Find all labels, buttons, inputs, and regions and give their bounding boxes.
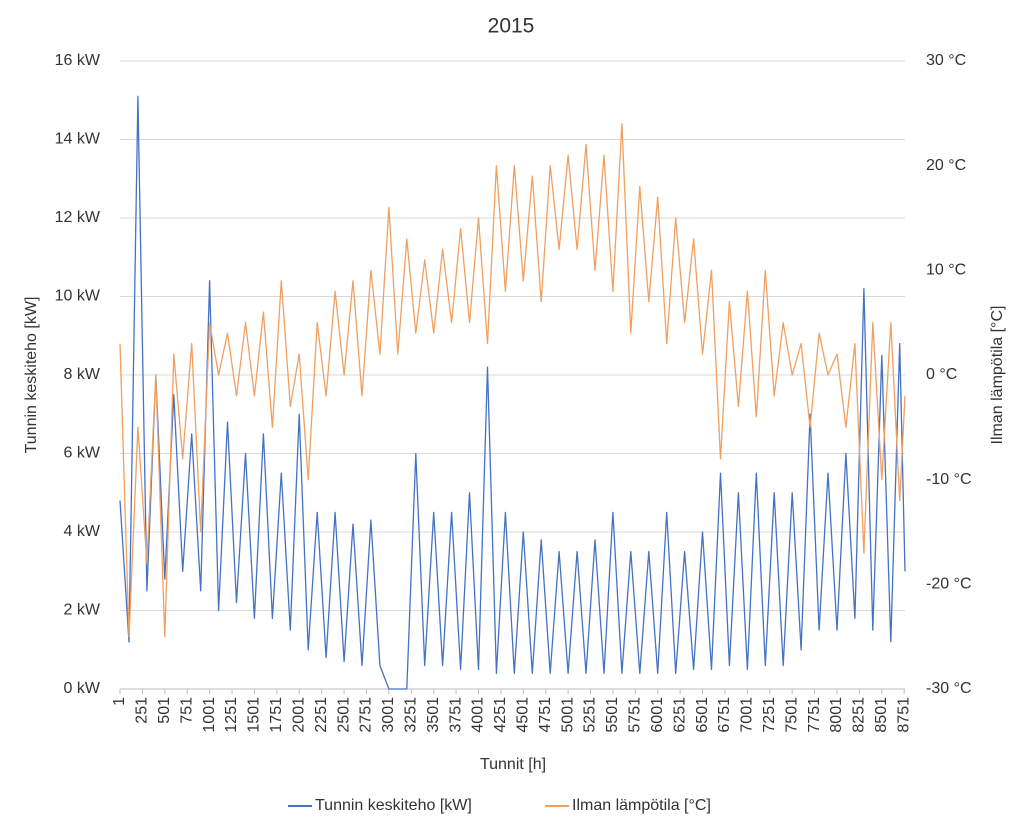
x-tick-label: 8751 <box>895 697 912 733</box>
x-tick-label: 3751 <box>447 697 464 733</box>
x-tick-label: 4251 <box>492 697 509 733</box>
x-tick-label: 1251 <box>223 697 240 733</box>
x-tick-label: 4751 <box>537 697 554 733</box>
x-tick-label: 8501 <box>873 697 890 733</box>
y2-tick-label: -20 °C <box>926 576 972 593</box>
y-tick-label: 2 kW <box>64 602 101 619</box>
x-tick-label: 5751 <box>627 697 644 733</box>
y2-tick-label: 30 °C <box>926 52 966 69</box>
x-tick-label: 8251 <box>851 697 868 733</box>
x-tick-label: 4501 <box>515 697 532 733</box>
x-tick-label: 3251 <box>402 697 419 733</box>
y2-tick-label: -10 °C <box>926 471 972 488</box>
x-tick-label: 6751 <box>716 697 733 733</box>
legend-label: Tunnin keskiteho [kW] <box>315 797 472 814</box>
y2-tick-label: -30 °C <box>926 680 972 697</box>
x-tick-label: 7251 <box>761 697 778 733</box>
x-tick-label: 2751 <box>358 697 375 733</box>
x-tick-label: 6251 <box>671 697 688 733</box>
x-tick-label: 2251 <box>313 697 330 733</box>
x-tick-label: 4001 <box>470 697 487 733</box>
x-tick-label: 1 <box>111 697 128 706</box>
x-axis-title: Tunnit [h] <box>480 756 546 773</box>
x-tick-label: 1751 <box>268 697 285 733</box>
y-tick-label: 16 kW <box>55 52 101 69</box>
series-line <box>119 95 906 690</box>
x-tick-label: 7001 <box>739 697 756 733</box>
x-tick-label: 1001 <box>201 697 218 733</box>
x-tick-label: 8001 <box>828 697 845 733</box>
chart-title: 2015 <box>488 15 535 38</box>
y2-tick-label: 0 °C <box>926 366 957 383</box>
y-tick-label: 0 kW <box>64 680 101 697</box>
x-tick-label: 5001 <box>559 697 576 733</box>
y-tick-label: 14 kW <box>55 131 101 148</box>
x-tick-label: 6501 <box>694 697 711 733</box>
y-tick-label: 6 kW <box>64 445 101 462</box>
x-tick-label: 5251 <box>582 697 599 733</box>
x-tick-label: 251 <box>134 697 151 724</box>
y-tick-label: 8 kW <box>64 366 101 383</box>
legend-label: Ilman lämpötila [°C] <box>572 797 711 814</box>
x-tick-label: 501 <box>156 697 173 724</box>
series-line <box>119 123 906 638</box>
y2-tick-label: 10 °C <box>926 262 966 279</box>
x-tick-label: 6001 <box>649 697 666 733</box>
x-tick-label: 7751 <box>806 697 823 733</box>
x-tick-label: 5501 <box>604 697 621 733</box>
y2-tick-label: 20 °C <box>926 157 966 174</box>
y-tick-label: 12 kW <box>55 209 101 226</box>
x-tick-label: 3501 <box>425 697 442 733</box>
x-tick-label: 3001 <box>380 697 397 733</box>
x-tick-label: 7501 <box>783 697 800 733</box>
x-tick-label: 751 <box>178 697 195 724</box>
y-axis-title: Tunnin keskiteho [kW] <box>23 297 40 454</box>
x-tick-label: 2001 <box>290 697 307 733</box>
y-tick-label: 4 kW <box>64 523 101 540</box>
y-tick-label: 10 kW <box>55 288 101 305</box>
y2-axis-title: Ilman lämpötila [°C] <box>989 306 1006 445</box>
x-tick-label: 1501 <box>246 697 263 733</box>
x-tick-label: 2501 <box>335 697 352 733</box>
